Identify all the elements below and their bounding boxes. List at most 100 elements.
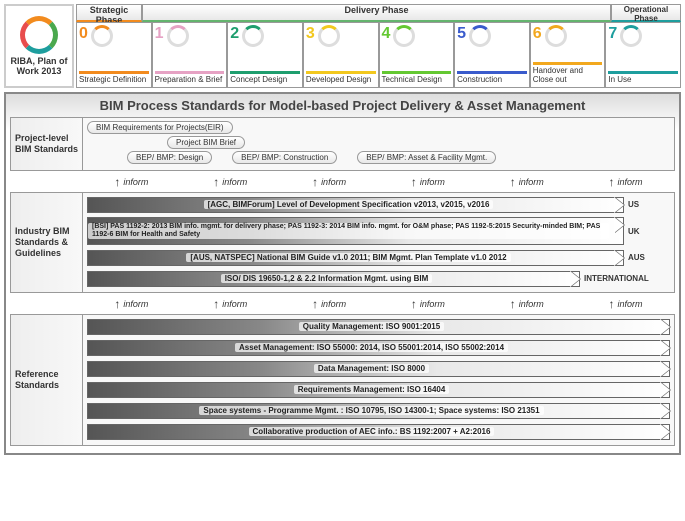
stage-4: 4 Technical Design (379, 22, 455, 88)
reference-arrow: Quality Management: ISO 9001:2015 (87, 318, 670, 335)
region-tag: INTERNATIONAL (580, 274, 670, 283)
stage-3: 3Developed Design (303, 22, 379, 88)
main-title: BIM Process Standards for Model-based Pr… (10, 98, 675, 113)
stage-num: 0 (79, 25, 88, 43)
arrow-body: Data Management: ISO 8000 (87, 361, 670, 377)
arrow-body: Collaborative production of AEC info.: B… (87, 424, 670, 440)
stage-num: 3 (306, 25, 315, 43)
inform-item: ↑inform (312, 176, 346, 188)
inform-row-2: ↑inform↑inform↑inform↑inform↑inform↑info… (82, 296, 675, 312)
stage-label: Concept Design (230, 71, 300, 85)
region-tag: UK (624, 227, 670, 236)
stage-mini-circle-icon (167, 25, 189, 47)
section-project: Project-level BIM Standards BIM Requirem… (10, 117, 675, 171)
inform-item: ↑inform (609, 298, 643, 310)
stage-num: 5 (457, 25, 466, 43)
section-industry-body: [AGC, BIMForum] Level of Development Spe… (83, 193, 674, 292)
stage-mini-circle-icon (91, 25, 113, 47)
inform-item: ↑inform (213, 298, 247, 310)
inform-item: ↑inform (510, 176, 544, 188)
riba-logo-label: RIBA, Plan of Work 2013 (6, 56, 72, 76)
inform-item: ↑inform (114, 298, 148, 310)
stages-row: 0Strategic Definition1Preparation & Brie… (76, 22, 681, 88)
arrow-text: Data Management: ISO 8000 (314, 364, 429, 373)
up-arrow-icon: ↑ (312, 298, 318, 310)
industry-arrow: [BSI] PAS 1192-2: 2013 BIM info. mgmt. f… (87, 217, 670, 245)
stage-num: 6 (533, 25, 542, 43)
up-arrow-icon: ↑ (312, 176, 318, 188)
stage-top: 0 (79, 25, 149, 47)
stage-2: 2 Concept Design (227, 22, 303, 88)
section-reference-label: Reference Standards (11, 315, 83, 445)
stage-label: Handover and Close out (533, 62, 603, 85)
reference-arrow: Collaborative production of AEC info.: B… (87, 423, 670, 440)
arrow-body: Requirements Management: ISO 16404 (87, 382, 670, 398)
inform-label: inform (222, 299, 247, 309)
inform-item: ↑inform (510, 298, 544, 310)
stage-top: 4 (382, 25, 452, 47)
reference-arrow: Data Management: ISO 8000 (87, 360, 670, 377)
main-panel: BIM Process Standards for Model-based Pr… (4, 92, 681, 455)
inform-label: inform (519, 177, 544, 187)
arrow-text: Quality Management: ISO 9001:2015 (299, 322, 444, 331)
inform-label: inform (123, 299, 148, 309)
header-operational: Operational Phase (611, 4, 681, 22)
stage-mini-circle-icon (620, 25, 642, 47)
stage-top: 5 (457, 25, 527, 47)
up-arrow-icon: ↑ (510, 176, 516, 188)
arrow-text: Space systems - Programme Mgmt. : ISO 10… (199, 406, 543, 415)
stage-top: 7 (608, 25, 678, 47)
section-project-label: Project-level BIM Standards (11, 118, 83, 170)
arrow-body: [BSI] PAS 1192-2: 2013 BIM info. mgmt. f… (87, 217, 624, 245)
stage-mini-circle-icon (318, 25, 340, 47)
stage-top: 3 (306, 25, 376, 47)
stage-mini-circle-icon (545, 25, 567, 47)
industry-arrow: ISO/ DIS 19650-1,2 & 2.2 Information Mgm… (87, 270, 670, 287)
riba-top-row: RIBA, Plan of Work 2013 Strategic Phase … (4, 4, 681, 88)
stage-mini-circle-icon (393, 25, 415, 47)
stage-label: Preparation & Brief (155, 71, 225, 85)
project-pill: BEP/ BMP: Design (127, 151, 212, 164)
stage-num: 1 (155, 25, 164, 43)
arrow-body: Asset Management: ISO 55000: 2014, ISO 5… (87, 340, 670, 356)
up-arrow-icon: ↑ (510, 298, 516, 310)
inform-row-1: ↑inform↑inform↑inform↑inform↑inform↑info… (82, 174, 675, 190)
inform-label: inform (123, 177, 148, 187)
up-arrow-icon: ↑ (411, 298, 417, 310)
section-industry: Industry BIM Standards & Guidelines [AGC… (10, 192, 675, 293)
inform-label: inform (321, 177, 346, 187)
stage-num: 7 (608, 25, 617, 43)
inform-item: ↑inform (411, 176, 445, 188)
inform-label: inform (321, 299, 346, 309)
arrow-text: [AUS, NATSPEC] National BIM Guide v1.0 2… (186, 253, 510, 262)
stage-1: 1 Preparation & Brief (152, 22, 228, 88)
arrow-body: [AUS, NATSPEC] National BIM Guide v1.0 2… (87, 250, 624, 266)
inform-label: inform (618, 299, 643, 309)
stage-7: 7In Use (605, 22, 681, 88)
arrow-text: [AGC, BIMForum] Level of Development Spe… (204, 200, 494, 209)
inform-label: inform (420, 177, 445, 187)
stage-num: 4 (382, 25, 391, 43)
stage-label: Technical Design (382, 71, 452, 85)
arrow-text: [BSI] PAS 1192-2: 2013 BIM info. mgmt. f… (88, 223, 609, 238)
diagram-root: RIBA, Plan of Work 2013 Strategic Phase … (0, 0, 685, 521)
phase-header-row: Strategic Phase Delivery Phase Operation… (76, 4, 681, 22)
project-pill: BEP/ BMP: Construction (232, 151, 337, 164)
up-arrow-icon: ↑ (213, 176, 219, 188)
riba-logo: RIBA, Plan of Work 2013 (4, 4, 74, 88)
section-reference-body: Quality Management: ISO 9001:2015 Asset M… (83, 315, 674, 445)
arrow-body: Quality Management: ISO 9001:2015 (87, 319, 670, 335)
arrow-body: [AGC, BIMForum] Level of Development Spe… (87, 197, 624, 213)
reference-arrow: Requirements Management: ISO 16404 (87, 381, 670, 398)
up-arrow-icon: ↑ (213, 298, 219, 310)
stage-5: 5 Construction (454, 22, 530, 88)
stage-top: 2 (230, 25, 300, 47)
inform-item: ↑inform (312, 298, 346, 310)
stage-label: Construction (457, 71, 527, 85)
arrow-text: Asset Management: ISO 55000: 2014, ISO 5… (235, 343, 508, 352)
industry-arrow: [AUS, NATSPEC] National BIM Guide v1.0 2… (87, 249, 670, 266)
stage-num: 2 (230, 25, 239, 43)
section-reference: Reference Standards Quality Management: … (10, 314, 675, 446)
reference-arrow: Space systems - Programme Mgmt. : ISO 10… (87, 402, 670, 419)
region-tag: US (624, 200, 670, 209)
